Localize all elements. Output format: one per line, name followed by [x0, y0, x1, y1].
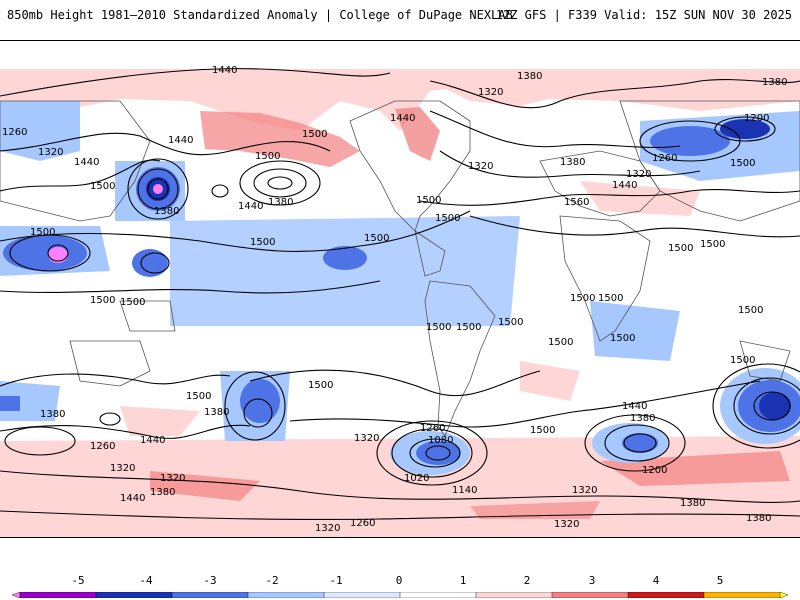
colorbar-label: 0: [395, 574, 403, 587]
contour-label: 1440: [168, 135, 193, 146]
contour-label: 1380: [268, 197, 293, 208]
contour-label: 1500: [255, 151, 280, 162]
header: 850mb Height 1981–2010 Standardized Anom…: [0, 0, 800, 30]
contour-label: 1440: [622, 401, 647, 412]
contour-label: 1320: [572, 485, 597, 496]
contour-label: 1500: [435, 213, 460, 224]
contour-label: 1500: [120, 297, 145, 308]
colorbar-label: -1: [329, 574, 343, 587]
contour-label: 1380: [746, 513, 771, 524]
contour-label: 1260: [420, 423, 445, 434]
contour-label: 1500: [738, 305, 763, 316]
contour-label: 1440: [74, 157, 99, 168]
contour-label: 1440: [238, 201, 263, 212]
contour-label: 1380: [560, 157, 585, 168]
anomaly-map: 1440 1380 1380 1260 1320 1440 1500 1500 …: [0, 40, 800, 538]
valid-time: 12Z GFS | F339 Valid: 15Z SUN NOV 30 202…: [495, 8, 792, 22]
contour-label: 1500: [548, 337, 573, 348]
contour-label: 1500: [308, 380, 333, 391]
height-contours: [0, 68, 800, 521]
contour-label: 1380: [630, 413, 655, 424]
colorbar-label: 1: [459, 574, 467, 587]
contour-label: 1260: [652, 153, 677, 164]
contour-label: 1560: [564, 197, 589, 208]
colorbar-segment: [12, 592, 21, 598]
contour-label: 1500: [416, 195, 441, 206]
contour-labels: 1440 1380 1380 1260 1320 1440 1500 1500 …: [2, 65, 787, 534]
contour-label: 1080: [428, 435, 453, 446]
contour-label: 1380: [204, 407, 229, 418]
contour-label: 1500: [30, 227, 55, 238]
contour-label: 1380: [154, 206, 179, 217]
contour-label: 1320: [38, 147, 63, 158]
colorbar-label: -3: [203, 574, 217, 587]
contour-label: 1320: [354, 433, 379, 444]
contour-label: 1260: [2, 127, 27, 138]
contour-label: 1440: [140, 435, 165, 446]
colorbar-segment: [779, 592, 788, 598]
colorbar-segment: [95, 592, 173, 598]
contour-label: 1140: [452, 485, 477, 496]
contour-label: 1320: [554, 519, 579, 530]
colorbar-label: -4: [139, 574, 153, 587]
colorbar-label: -5: [71, 574, 85, 587]
contour-label: 1500: [186, 391, 211, 402]
contour-label: 1440: [212, 65, 237, 76]
positive-anomaly-shading: [0, 69, 800, 537]
contour-label: 1260: [350, 518, 375, 529]
colorbar-segment: [171, 592, 249, 598]
contour-label: 1320: [626, 169, 651, 180]
contour-label: 1380: [762, 77, 787, 88]
colorbar-segment: [475, 592, 553, 598]
colorbar: [12, 592, 788, 598]
contour-label: 1500: [302, 129, 327, 140]
contour-label: 1260: [90, 441, 115, 452]
contour-label: 1500: [426, 322, 451, 333]
contour-label: 1500: [456, 322, 481, 333]
colorbar-label: -2: [265, 574, 279, 587]
contour-label: 1500: [730, 158, 755, 169]
contour-label: 1320: [315, 523, 340, 534]
colorbar-label: 4: [652, 574, 660, 587]
contour-label: 1440: [390, 113, 415, 124]
contour-label: 1500: [250, 237, 275, 248]
colorbar-segment: [19, 592, 97, 598]
colorbar-label: 2: [523, 574, 531, 587]
colorbar-label: 3: [588, 574, 596, 587]
colorbar-label: 5: [716, 574, 724, 587]
contour-label: 1320: [110, 463, 135, 474]
contour-label: 1320: [160, 473, 185, 484]
contour-label: 1200: [744, 113, 769, 124]
contour-label: 1380: [680, 498, 705, 509]
contour-label: 1500: [90, 181, 115, 192]
contour-label: 1500: [90, 295, 115, 306]
map-title: 850mb Height 1981–2010 Standardized Anom…: [7, 8, 513, 22]
contour-label: 1500: [700, 239, 725, 250]
colorbar-segment: [399, 592, 477, 598]
contour-label: 1380: [150, 487, 175, 498]
contour-label: 1500: [570, 293, 595, 304]
contour-label: 1320: [478, 87, 503, 98]
contour-label: 1440: [612, 180, 637, 191]
contour-label: 1500: [730, 355, 755, 366]
contour-label: 1500: [598, 293, 623, 304]
contour-label: 1320: [468, 161, 493, 172]
colorbar-segment: [551, 592, 629, 598]
colorbar-segment: [703, 592, 781, 598]
colorbar-segment: [323, 592, 401, 598]
coastlines: [0, 100, 800, 437]
contour-label: 1500: [668, 243, 693, 254]
contour-label: 1380: [40, 409, 65, 420]
colorbar-segment: [247, 592, 325, 598]
contour-label: 1440: [120, 493, 145, 504]
contour-label: 1500: [610, 333, 635, 344]
contour-label: 1500: [364, 233, 389, 244]
colorbar-segment: [627, 592, 705, 598]
contour-label: 1200: [642, 465, 667, 476]
contour-label: 1020: [404, 473, 429, 484]
contour-label: 1500: [498, 317, 523, 328]
contour-label: 1380: [517, 71, 542, 82]
contour-label: 1500: [530, 425, 555, 436]
